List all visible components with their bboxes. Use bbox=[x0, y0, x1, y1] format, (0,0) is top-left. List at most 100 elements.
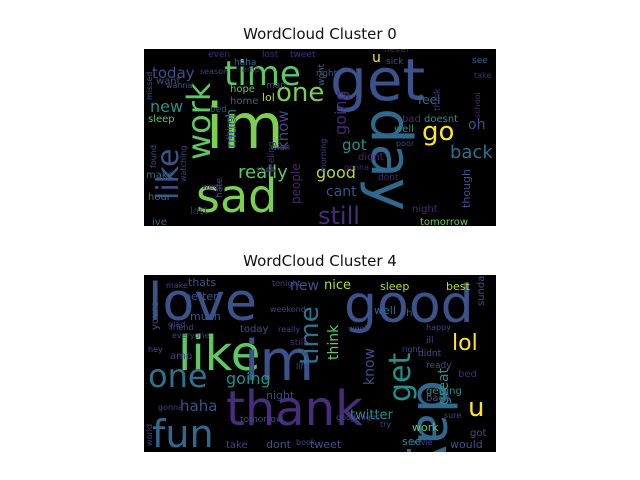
word-world: world bbox=[145, 424, 154, 446]
word-hey: hey bbox=[148, 345, 163, 354]
word-time: time bbox=[224, 54, 301, 94]
word-make: make bbox=[146, 170, 173, 181]
word-sleep: sleep bbox=[148, 114, 175, 125]
word-love: love bbox=[148, 275, 257, 333]
cloud-0-title: WordCloud Cluster 0 bbox=[243, 25, 397, 43]
word-go: go bbox=[422, 117, 454, 147]
word-much: much bbox=[190, 310, 221, 323]
word-haha: haha bbox=[234, 58, 256, 68]
word-book: book bbox=[296, 438, 316, 447]
word-day: day bbox=[358, 108, 423, 211]
word-think: think bbox=[433, 88, 443, 111]
word-sure: sure bbox=[444, 411, 461, 420]
word-one: one bbox=[276, 78, 324, 108]
word-like: like bbox=[178, 326, 260, 382]
word-oh: oh bbox=[468, 117, 485, 133]
word-sleep: sleep bbox=[380, 280, 409, 293]
word-tomorrow: tomorrow bbox=[420, 217, 468, 226]
word-thank: thank bbox=[226, 381, 363, 437]
word-u: u bbox=[372, 50, 381, 66]
word-work: work bbox=[180, 82, 218, 160]
word-lol: lol bbox=[262, 91, 275, 104]
word-doesnt: doesnt bbox=[424, 114, 458, 125]
word-take: take bbox=[226, 440, 248, 451]
word-amp: amp bbox=[242, 65, 260, 74]
word-still: still bbox=[290, 338, 306, 348]
word-lost: lost bbox=[262, 50, 279, 60]
word-new: new bbox=[150, 97, 183, 116]
word-night: night bbox=[412, 204, 438, 215]
word-going: going bbox=[226, 369, 271, 388]
word-work: work bbox=[412, 421, 439, 434]
word-one: one bbox=[148, 357, 208, 395]
word-poor: poor bbox=[396, 139, 415, 148]
word-watching: watching bbox=[179, 146, 188, 182]
word-dont: dont bbox=[266, 438, 292, 451]
word-day: day bbox=[405, 380, 465, 452]
word-ill: ill bbox=[426, 336, 434, 346]
word-im: im bbox=[244, 329, 314, 394]
word-know: know bbox=[274, 110, 292, 150]
word-even: even bbox=[208, 50, 230, 60]
word-nice: nice bbox=[324, 278, 351, 293]
word-like: like bbox=[151, 149, 186, 200]
word-time: time bbox=[295, 306, 325, 365]
word-school: school bbox=[473, 92, 482, 118]
word-week: week bbox=[202, 182, 223, 191]
word-try: try bbox=[380, 420, 391, 429]
word-dont: dont bbox=[378, 173, 399, 183]
word-man: man bbox=[266, 81, 286, 91]
word-lol: lol bbox=[452, 331, 478, 356]
word-good: good bbox=[316, 163, 356, 182]
word-friend: friend bbox=[170, 323, 193, 332]
word-sick: sick bbox=[386, 57, 404, 67]
word-tomorrow: tomorrow bbox=[240, 415, 283, 425]
word-going: going bbox=[331, 90, 350, 135]
word-ur: ur bbox=[350, 415, 359, 424]
word-happy: happy bbox=[426, 323, 451, 332]
word-back: back bbox=[426, 393, 450, 404]
word-feeling: feeling bbox=[267, 141, 277, 172]
word-didnt: didnt bbox=[418, 349, 442, 359]
word-oh: oh bbox=[400, 308, 412, 319]
word-get: get bbox=[383, 353, 418, 403]
word-morning: morning bbox=[319, 139, 328, 172]
word-week: week bbox=[348, 324, 369, 333]
word-movie: movie bbox=[408, 438, 433, 447]
word-take: take bbox=[474, 71, 491, 80]
word-make: make bbox=[166, 281, 188, 290]
word-best: best bbox=[446, 280, 470, 293]
word-ive: ive bbox=[152, 217, 167, 226]
word-im: im bbox=[206, 90, 284, 163]
word-good: good bbox=[344, 275, 474, 335]
word-good-night: good night bbox=[336, 413, 379, 422]
word-wanna: wanna bbox=[166, 81, 193, 90]
word-glad: glad bbox=[168, 320, 185, 329]
word-bad: bad bbox=[402, 114, 421, 125]
word-sunday: sunday bbox=[476, 275, 487, 306]
word-see: see bbox=[472, 56, 488, 66]
word-tonight: tonight bbox=[272, 279, 301, 288]
word-today: today bbox=[240, 324, 269, 335]
word-back: back bbox=[450, 142, 493, 163]
word-haha: haha bbox=[180, 397, 217, 415]
wordcloud-cluster-0: im get day sad time work like one go still back rea… bbox=[144, 49, 496, 226]
word-get: get bbox=[330, 49, 425, 114]
word-thing: thing bbox=[225, 117, 235, 140]
word-really: really bbox=[278, 325, 300, 334]
word-well: well bbox=[394, 124, 414, 135]
word-never: never bbox=[384, 49, 410, 55]
wordcloud-cluster-4: love good like im day thank fun one get time lol u g… bbox=[144, 275, 496, 452]
word-right: right bbox=[402, 345, 421, 354]
word-bed: bed bbox=[458, 369, 477, 380]
word-found: found bbox=[149, 145, 158, 168]
word-thats: thats bbox=[188, 276, 216, 289]
word-great: great bbox=[436, 367, 452, 405]
word-wont: wont bbox=[317, 63, 327, 86]
word-hope: hope bbox=[230, 84, 255, 95]
word-got: got bbox=[470, 428, 486, 439]
word-people: people bbox=[289, 163, 303, 204]
word-today: today bbox=[152, 64, 195, 82]
